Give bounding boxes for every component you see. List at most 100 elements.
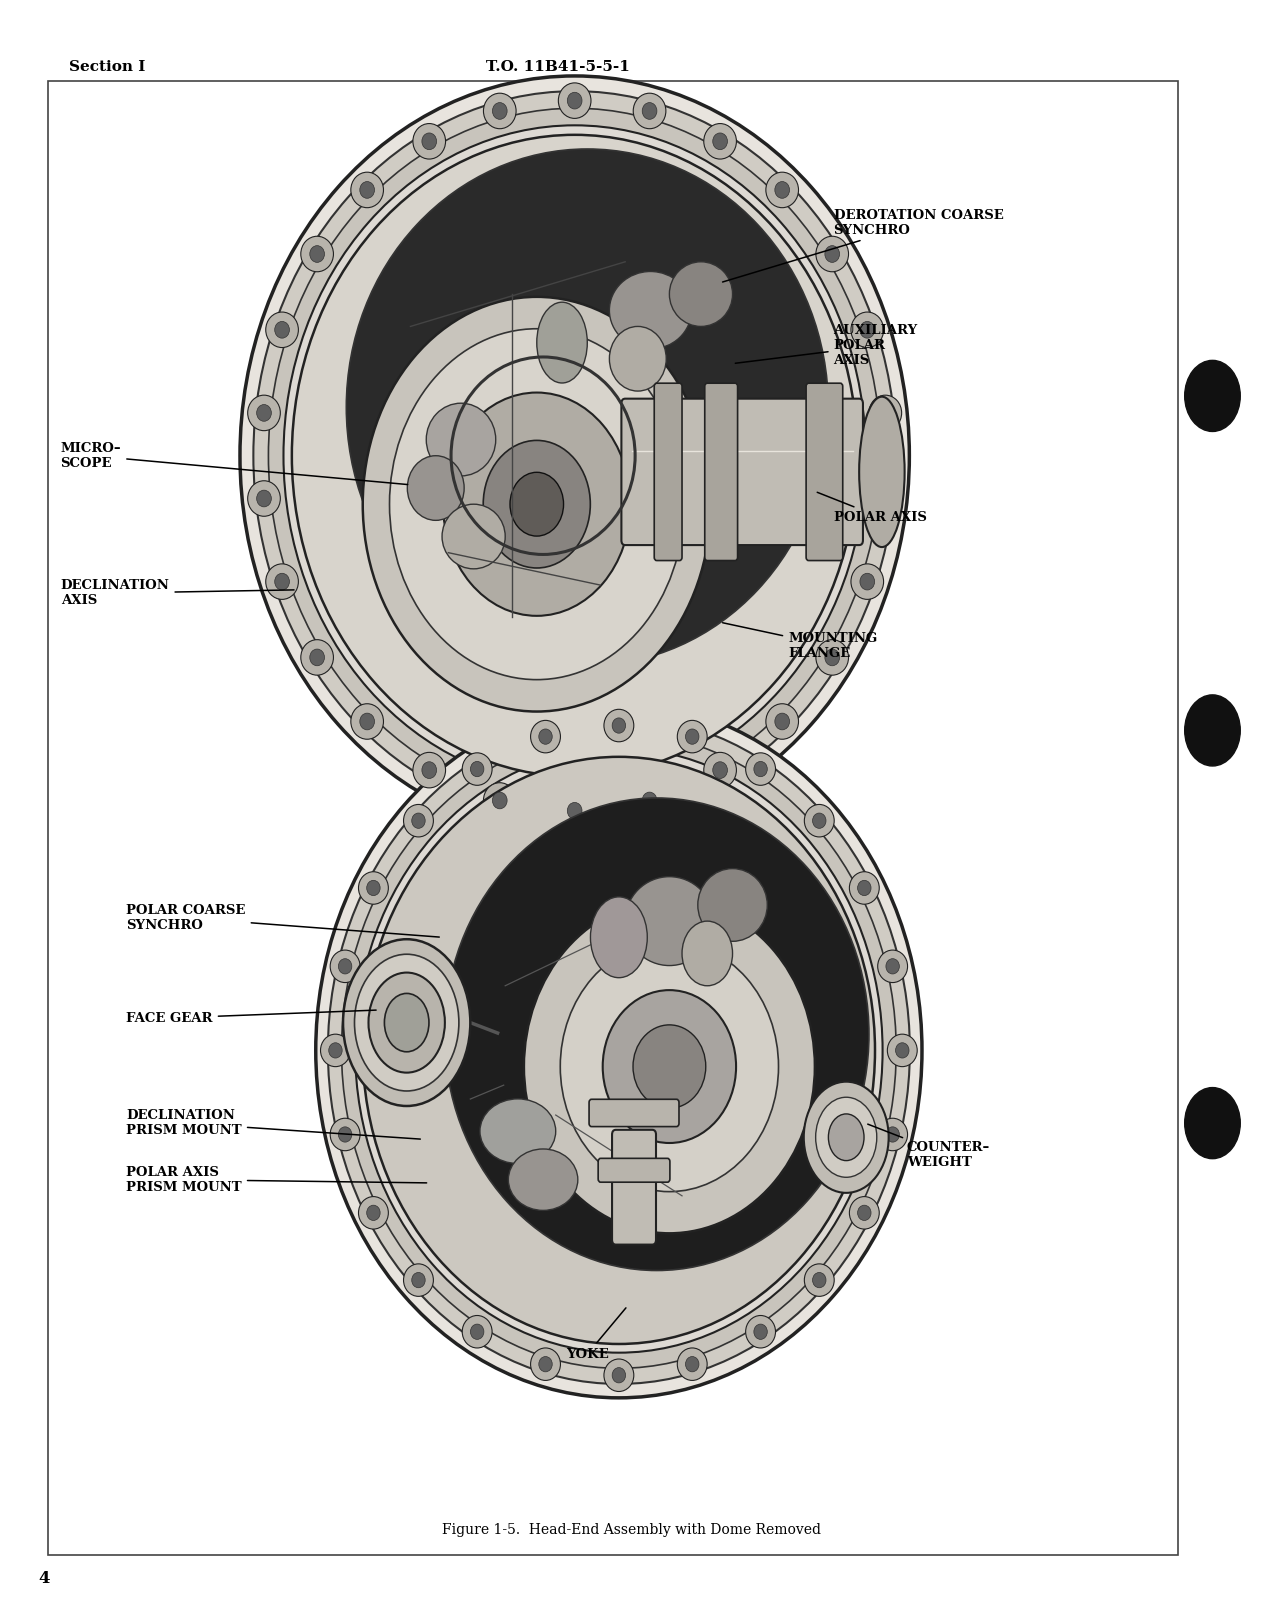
Ellipse shape: [625, 876, 714, 965]
Ellipse shape: [745, 1315, 775, 1348]
Ellipse shape: [567, 803, 582, 819]
Ellipse shape: [530, 721, 561, 753]
Ellipse shape: [330, 950, 360, 983]
Ellipse shape: [682, 921, 733, 986]
Ellipse shape: [407, 456, 465, 520]
Ellipse shape: [878, 1118, 908, 1151]
Ellipse shape: [316, 703, 922, 1398]
Ellipse shape: [275, 574, 289, 590]
Ellipse shape: [754, 1324, 768, 1340]
Ellipse shape: [803, 1081, 889, 1193]
Ellipse shape: [443, 393, 630, 616]
Ellipse shape: [248, 480, 280, 516]
Ellipse shape: [878, 950, 908, 983]
Ellipse shape: [462, 753, 493, 785]
Ellipse shape: [613, 1367, 625, 1383]
Ellipse shape: [330, 1118, 360, 1151]
Ellipse shape: [754, 761, 768, 777]
Ellipse shape: [412, 813, 426, 829]
Ellipse shape: [369, 973, 445, 1073]
Ellipse shape: [825, 650, 840, 666]
Ellipse shape: [895, 1042, 909, 1058]
Ellipse shape: [850, 1196, 879, 1230]
FancyBboxPatch shape: [705, 383, 738, 561]
Ellipse shape: [885, 958, 899, 974]
Ellipse shape: [470, 761, 484, 777]
Text: FACE GEAR: FACE GEAR: [126, 1010, 376, 1025]
Text: POLAR AXIS
PRISM MOUNT: POLAR AXIS PRISM MOUNT: [126, 1165, 427, 1194]
Ellipse shape: [765, 703, 798, 739]
Ellipse shape: [240, 76, 909, 835]
Text: AUXILIARY
POLAR
AXIS: AUXILIARY POLAR AXIS: [735, 325, 918, 367]
Ellipse shape: [309, 650, 325, 666]
Ellipse shape: [404, 1264, 433, 1296]
Text: Section I: Section I: [69, 60, 145, 74]
Ellipse shape: [537, 302, 587, 383]
Ellipse shape: [712, 761, 727, 779]
Ellipse shape: [301, 640, 333, 675]
Text: DECLINATION
AXIS: DECLINATION AXIS: [61, 579, 294, 608]
Ellipse shape: [484, 782, 517, 818]
FancyBboxPatch shape: [621, 399, 863, 545]
Ellipse shape: [359, 1196, 388, 1230]
Ellipse shape: [422, 761, 437, 779]
Ellipse shape: [590, 897, 647, 978]
Ellipse shape: [412, 1272, 426, 1288]
Ellipse shape: [384, 994, 429, 1052]
Ellipse shape: [686, 1356, 698, 1372]
Ellipse shape: [602, 991, 736, 1143]
Text: Figure 1-5.  Head-End Assembly with Dome Removed: Figure 1-5. Head-End Assembly with Dome …: [442, 1524, 821, 1537]
Ellipse shape: [269, 108, 880, 803]
Circle shape: [1185, 360, 1240, 431]
Ellipse shape: [805, 805, 834, 837]
Ellipse shape: [869, 396, 902, 431]
Ellipse shape: [539, 729, 552, 745]
Text: YOKE: YOKE: [566, 1307, 626, 1361]
Ellipse shape: [774, 181, 789, 199]
Text: POLAR AXIS: POLAR AXIS: [817, 493, 927, 524]
Ellipse shape: [878, 404, 893, 422]
Ellipse shape: [805, 1264, 834, 1296]
Ellipse shape: [359, 871, 388, 905]
FancyBboxPatch shape: [599, 1159, 669, 1183]
Ellipse shape: [686, 729, 698, 745]
Ellipse shape: [351, 173, 384, 208]
Text: MICRO–
SCOPE: MICRO– SCOPE: [61, 441, 408, 485]
Ellipse shape: [816, 236, 849, 271]
Ellipse shape: [328, 1042, 342, 1058]
Ellipse shape: [275, 322, 289, 338]
Ellipse shape: [470, 1324, 484, 1340]
Text: T.O. 11B41-5-5-1: T.O. 11B41-5-5-1: [486, 60, 630, 74]
Circle shape: [1185, 695, 1240, 766]
Ellipse shape: [878, 490, 893, 507]
Ellipse shape: [825, 246, 840, 262]
Text: 4: 4: [38, 1569, 49, 1587]
Ellipse shape: [850, 871, 879, 905]
Ellipse shape: [858, 881, 871, 895]
Ellipse shape: [869, 480, 902, 516]
Ellipse shape: [355, 748, 883, 1353]
FancyBboxPatch shape: [613, 1130, 655, 1244]
Ellipse shape: [341, 732, 897, 1369]
Ellipse shape: [338, 958, 352, 974]
Ellipse shape: [745, 753, 775, 785]
Ellipse shape: [860, 574, 874, 590]
Ellipse shape: [256, 490, 272, 507]
Ellipse shape: [328, 718, 909, 1383]
Ellipse shape: [539, 1356, 552, 1372]
Ellipse shape: [355, 953, 458, 1091]
Ellipse shape: [765, 173, 798, 208]
Ellipse shape: [642, 102, 657, 120]
Ellipse shape: [510, 472, 563, 537]
Ellipse shape: [558, 82, 591, 118]
Ellipse shape: [812, 1272, 826, 1288]
Ellipse shape: [256, 404, 272, 422]
Ellipse shape: [413, 123, 446, 158]
Ellipse shape: [422, 133, 437, 150]
Ellipse shape: [774, 713, 789, 730]
Ellipse shape: [389, 328, 685, 680]
Ellipse shape: [404, 805, 433, 837]
Text: DECLINATION
PRISM MOUNT: DECLINATION PRISM MOUNT: [126, 1109, 421, 1139]
Ellipse shape: [462, 1315, 493, 1348]
Ellipse shape: [677, 1348, 707, 1380]
